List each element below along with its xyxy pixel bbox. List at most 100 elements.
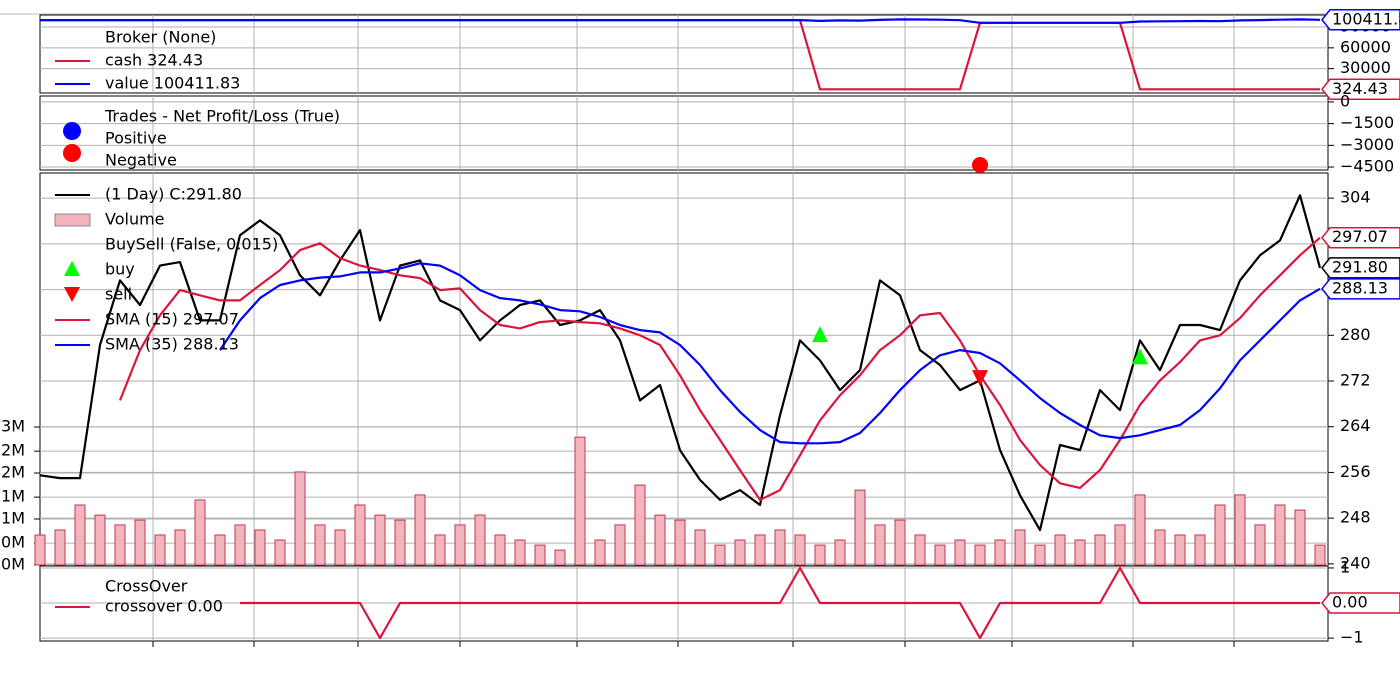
volume-bar [894,519,906,566]
last-value-label: 297.07 [1332,227,1388,246]
volume-bar [454,524,466,566]
legend-label: sell [105,285,132,304]
last-value-label: 100411.83 [1332,9,1400,28]
volume-bar [754,534,766,566]
volume-bar [1034,544,1046,566]
volume-bar [414,494,426,566]
volume-bar [534,544,546,566]
y-tick-label: 1 [1340,557,1350,576]
volume-bar [1074,539,1086,566]
volume-bar [714,544,726,566]
legend-marker [64,287,80,302]
legend-label: crossover 0.00 [105,597,223,616]
y2-tick-label: 31M [0,487,25,506]
volume-bar [194,499,206,566]
legend-title: Broker (None) [105,28,216,47]
volume-bar [974,544,986,566]
legend-label: (1 Day) C:291.80 [105,185,242,204]
legend-label: buy [105,260,135,279]
trade-dot [972,157,988,174]
panel-frame [39,14,1329,94]
legend-label: Volume [105,210,165,229]
y2-tick-label: 42M [0,463,25,482]
volume-bar [1174,534,1186,566]
legend-title: CrossOver [105,577,188,596]
last-value-label: 291.80 [1332,257,1388,276]
volume-bar [114,524,126,566]
volume-bar [734,539,746,566]
volume-bar [954,539,966,566]
volume-bar [934,544,946,566]
legend-label: value 100411.83 [105,74,240,93]
series-line [118,236,1321,501]
legend-group-title: BuySell (False, 0.015) [105,235,278,254]
series-line [219,262,1321,445]
volume-bar [874,524,886,566]
volume-bar [1294,509,1306,566]
last-value-label: 288.13 [1332,278,1388,297]
y2-tick-label: 21M [0,509,25,528]
legend-label: SMA (15) 297.07 [105,310,239,329]
volume-bar [1194,534,1206,566]
legend-dot [63,144,81,162]
volume-bar [1014,529,1026,566]
volume-bar [1114,524,1126,566]
sell-marker [972,370,988,387]
y-tick-label: 240 [1340,553,1371,572]
volume-bar [1314,544,1326,566]
y-tick-label: 256 [1340,462,1371,481]
volume-bar [914,534,926,566]
y-tick-label: 0 [1340,91,1350,110]
last-value-box [1321,9,1400,31]
volume-bar [314,524,326,566]
volume-bar [1094,534,1106,566]
last-value-box [1321,592,1400,614]
volume-bar [794,534,806,566]
y2-tick-label: 0M [1,555,25,574]
volume-bar [854,489,866,566]
volume-bar [234,524,246,566]
volume-bar [1214,504,1226,566]
series-line [40,18,1321,24]
volume-bar [154,534,166,566]
volume-bar [334,529,346,566]
legend-label: Positive [105,129,167,148]
volume-bar [1254,524,1266,566]
volume-bar [254,529,266,566]
legend-title: Trades - Net Profit/Loss (True) [104,107,340,126]
y-tick-label: 272 [1340,371,1371,390]
buy-marker [1132,348,1148,365]
y-tick-label: −3000 [1340,135,1394,154]
volume-bar [214,534,226,566]
volume-bar [354,504,366,566]
last-value-box [1321,78,1400,101]
volume-bar [54,529,66,566]
volume-bar [614,524,626,566]
y-tick-label: −1500 [1340,113,1394,132]
last-value-label: 324.43 [1332,79,1388,98]
y-tick-label: 304 [1340,188,1371,207]
volume-bar [394,519,406,566]
panel-frame [39,95,1329,171]
legend-label: Negative [105,151,177,170]
marks-layer [34,18,1326,640]
volume-bar [654,514,666,566]
volume-bar [1274,504,1286,566]
y-tick-label: 280 [1340,325,1371,344]
y-tick-label: −4500 [1340,157,1394,176]
volume-bar [494,534,506,566]
volume-bar [594,539,606,566]
volume-bar [94,514,106,566]
volume-bar [134,519,146,566]
volume-bar [554,549,566,566]
last-value-box [1321,278,1400,300]
y-tick-label: 60000 [1340,37,1391,56]
last-value-label: 0.00 [1332,593,1368,612]
y-tick-label: 248 [1340,508,1371,527]
y2-tick-label: 63M [0,417,25,436]
buy-marker [812,326,828,343]
series-line [240,566,1320,640]
volume-bar [574,436,586,566]
volume-bar [774,529,786,566]
volume-bar [174,529,186,566]
